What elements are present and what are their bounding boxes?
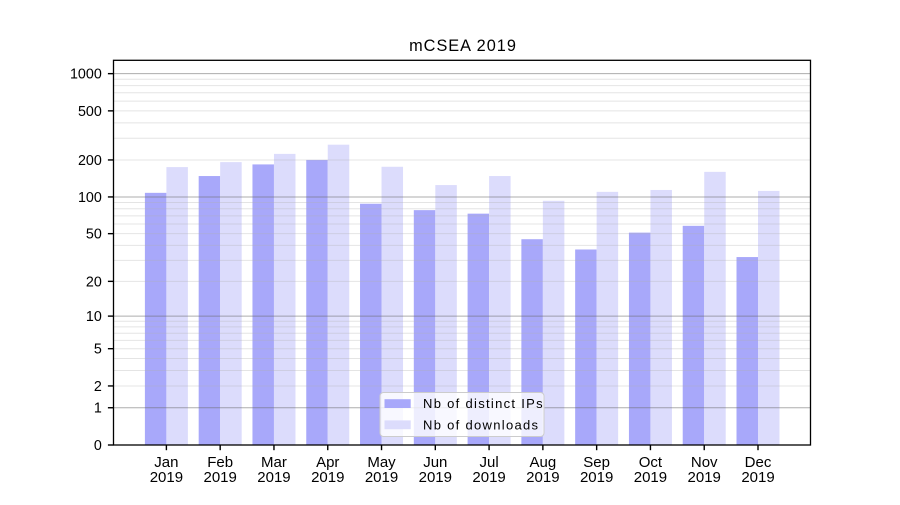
svg-text:2019: 2019: [150, 469, 183, 486]
svg-text:2019: 2019: [741, 469, 774, 486]
svg-text:Feb: Feb: [207, 454, 233, 471]
svg-text:2019: 2019: [311, 469, 344, 486]
svg-text:Mar: Mar: [261, 454, 287, 471]
svg-text:50: 50: [86, 227, 102, 243]
svg-text:5: 5: [94, 342, 102, 358]
svg-text:Oct: Oct: [639, 454, 663, 471]
svg-text:2019: 2019: [365, 469, 398, 486]
svg-text:Nov: Nov: [691, 454, 718, 471]
svg-text:mCSEA 2019: mCSEA 2019: [409, 37, 517, 55]
svg-text:Nb of downloads: Nb of downloads: [423, 417, 539, 432]
svg-text:Apr: Apr: [316, 454, 339, 471]
svg-text:May: May: [367, 454, 396, 471]
svg-text:10: 10: [86, 309, 102, 325]
svg-text:2019: 2019: [472, 469, 505, 486]
svg-text:0: 0: [94, 438, 102, 454]
svg-text:Jun: Jun: [423, 454, 447, 471]
svg-text:1000: 1000: [70, 67, 102, 83]
svg-text:2: 2: [94, 379, 102, 395]
svg-text:Sep: Sep: [583, 454, 610, 471]
svg-text:200: 200: [78, 153, 102, 169]
svg-text:Nb of distinct IPs: Nb of distinct IPs: [423, 396, 544, 411]
svg-text:2019: 2019: [688, 469, 721, 486]
svg-text:2019: 2019: [526, 469, 559, 486]
svg-text:2019: 2019: [203, 469, 236, 486]
svg-text:Jul: Jul: [479, 454, 498, 471]
svg-text:2019: 2019: [634, 469, 667, 486]
svg-text:2019: 2019: [419, 469, 452, 486]
svg-text:Aug: Aug: [530, 454, 557, 471]
svg-text:Dec: Dec: [745, 454, 772, 471]
svg-text:2019: 2019: [257, 469, 290, 486]
svg-text:Jan: Jan: [154, 454, 178, 471]
svg-text:500: 500: [78, 104, 102, 120]
svg-text:1: 1: [94, 401, 102, 417]
svg-text:2019: 2019: [580, 469, 613, 486]
svg-text:20: 20: [86, 274, 102, 290]
svg-text:100: 100: [78, 190, 102, 206]
